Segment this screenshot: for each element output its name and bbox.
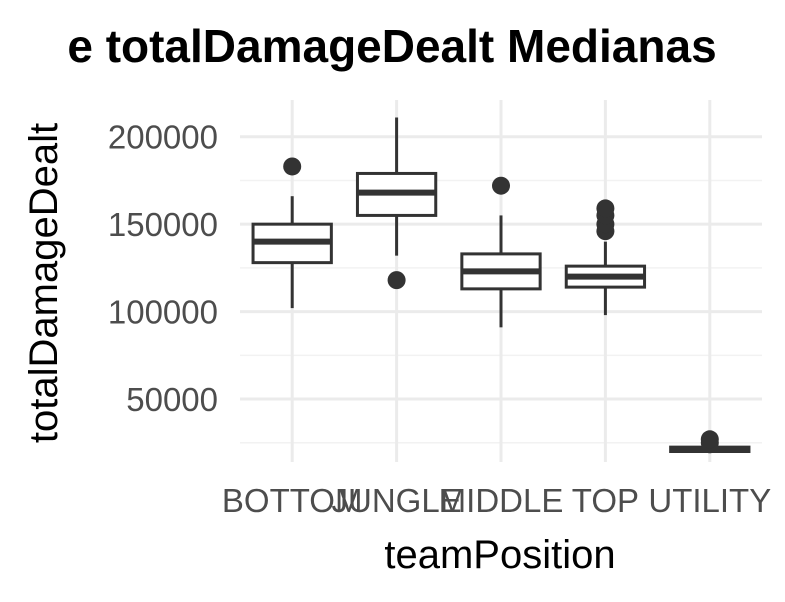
box-jungle (355, 117, 438, 290)
x-tick-label: BOTTOM (222, 482, 363, 519)
y-tick-label: 100000 (108, 294, 218, 331)
y-tick-label: 150000 (108, 206, 218, 243)
x-tick-label: UTILITY (648, 482, 771, 519)
outlier-point (700, 430, 719, 449)
y-axis-title: totalDamageDealt (22, 123, 66, 443)
x-tick-label: JUNGLE (331, 482, 461, 519)
outlier-point (283, 157, 302, 176)
y-tick-label: 50000 (126, 381, 218, 418)
box-utility (669, 430, 751, 454)
outlier-point (596, 199, 615, 218)
box-top (564, 199, 647, 316)
box-middle (460, 176, 542, 328)
outlier-point (492, 176, 510, 195)
box-series (251, 117, 751, 454)
x-tick-label: MIDDLE (439, 482, 564, 519)
y-tick-label: 200000 (108, 119, 218, 156)
box-bottom (251, 157, 333, 309)
x-axis-title: teamPosition (384, 533, 615, 577)
x-tick-label: TOP (572, 482, 639, 519)
outlier-point (387, 271, 406, 290)
y-tick-labels: 50000 100000 150000 200000 (108, 119, 218, 418)
chart-title: e totalDamageDealt Medianas (67, 20, 716, 72)
